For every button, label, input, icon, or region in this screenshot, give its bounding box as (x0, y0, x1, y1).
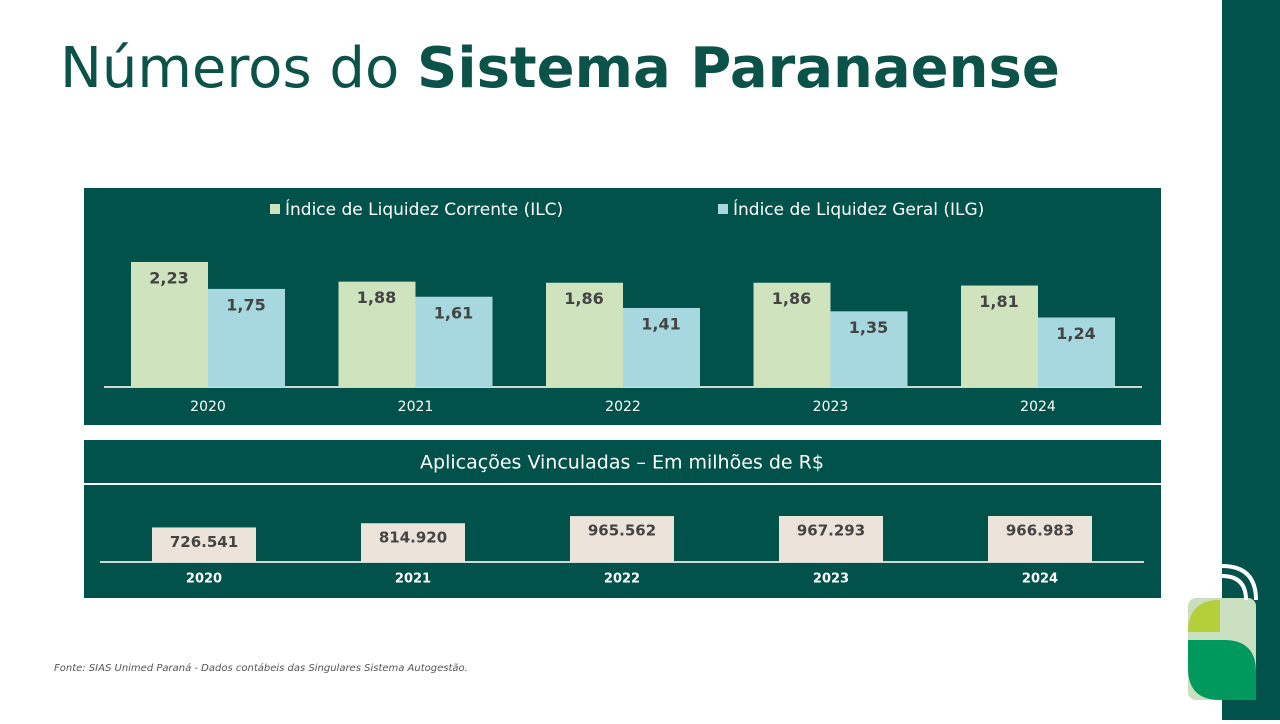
footnote: Fonte: SIAS Unimed Paraná - Dados contáb… (54, 662, 468, 674)
bar (152, 527, 256, 562)
legend-swatch (718, 204, 728, 214)
bar (779, 516, 883, 562)
title-regular: Números do (60, 36, 399, 101)
value-label: 2,23 (149, 269, 188, 288)
x-tick-label: 2023 (813, 572, 849, 587)
bar (1038, 317, 1115, 387)
bar (570, 516, 674, 562)
x-tick-label: 2023 (813, 399, 849, 415)
logo-leaf (1188, 600, 1220, 632)
bar (208, 288, 285, 387)
value-label: 1,75 (226, 295, 265, 314)
value-label: 1,86 (564, 289, 603, 308)
value-label: 1,35 (849, 318, 888, 337)
bar (415, 296, 493, 387)
logo (1188, 564, 1258, 700)
bar (830, 311, 908, 387)
x-tick-label: 2022 (604, 572, 640, 587)
bar (623, 307, 700, 387)
bar (753, 282, 831, 387)
bar (546, 282, 623, 387)
bar (338, 281, 416, 387)
bar (131, 262, 208, 387)
x-tick-label: 2024 (1022, 572, 1058, 587)
bar (361, 523, 465, 562)
value-label: 1,81 (979, 292, 1018, 311)
slide-title: Números do Sistema Paranaense (60, 36, 1060, 101)
x-tick-label: 2020 (190, 399, 226, 415)
value-label: 966.983 (1006, 522, 1074, 540)
value-label: 1,41 (641, 314, 680, 333)
logo-shape (1188, 640, 1256, 700)
chart-title: Aplicações Vinculadas – Em milhões de R$ (420, 452, 824, 474)
bar (961, 285, 1038, 387)
logo-arc (1221, 574, 1248, 601)
bar (988, 516, 1092, 562)
legend-label: Índice de Liquidez Corrente (ILC) (285, 198, 563, 220)
x-tick-label: 2021 (395, 572, 431, 587)
value-label: 1,88 (357, 288, 396, 307)
value-label: 1,86 (772, 289, 811, 308)
x-tick-label: 2021 (398, 399, 434, 415)
legend-swatch (270, 204, 280, 214)
value-label: 1,24 (1056, 324, 1095, 343)
x-tick-label: 2024 (1020, 399, 1056, 415)
logo-arc (1221, 564, 1258, 601)
value-label: 967.293 (797, 522, 865, 540)
x-tick-label: 2020 (186, 572, 222, 587)
title-bold: Sistema Paranaense (417, 36, 1060, 101)
x-tick-label: 2022 (605, 399, 641, 415)
legend-label: Índice de Liquidez Geral (ILG) (733, 198, 984, 220)
value-label: 814.920 (379, 529, 447, 547)
value-label: 965.562 (588, 522, 656, 540)
value-label: 726.541 (170, 533, 238, 551)
value-label: 1,61 (434, 303, 473, 322)
